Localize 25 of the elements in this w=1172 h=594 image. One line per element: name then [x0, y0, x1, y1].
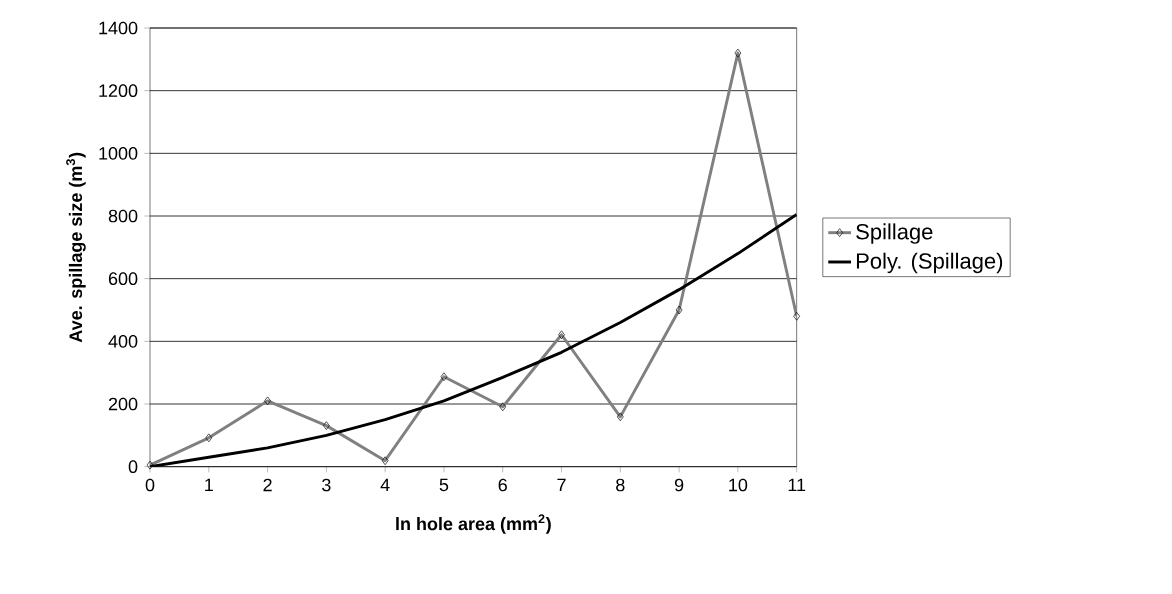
y-tick-label: 600: [108, 272, 138, 286]
point: [146, 460, 154, 470]
x-tick-label: 9: [674, 478, 684, 492]
y-tick-label: 0: [128, 460, 138, 474]
y-tick-label: 800: [108, 209, 138, 223]
x-tick-label: 10: [729, 478, 748, 492]
y-tick-label: 1400: [99, 21, 138, 35]
x-axis-title: ln hole area (mm$^{2}$): [396, 514, 551, 534]
x-tick-label: 6: [498, 478, 507, 492]
x-tick-label: 0: [145, 478, 155, 492]
legend-label: Spillage: [856, 223, 933, 244]
x-tick-label: 5: [439, 478, 449, 492]
x-tick-label: 2: [263, 478, 272, 492]
y-tick-label: 1000: [99, 146, 138, 160]
y-tick-label: 1200: [99, 84, 138, 98]
x-tick-label: 1: [205, 478, 213, 492]
x-tick-label: 7: [557, 478, 566, 492]
x-tick-label: 4: [380, 478, 390, 492]
y-axis-title: Ave. spillage size (m$^{3}$): [66, 152, 86, 343]
x-tick-label: 8: [616, 478, 625, 492]
x-tick-label: 11: [788, 478, 806, 492]
y-tick-label: 400: [108, 334, 138, 348]
legend-label: Poly. (Spillage): [856, 252, 1003, 274]
x-tick-label: 3: [322, 478, 331, 492]
y-tick-label: 200: [108, 397, 138, 411]
